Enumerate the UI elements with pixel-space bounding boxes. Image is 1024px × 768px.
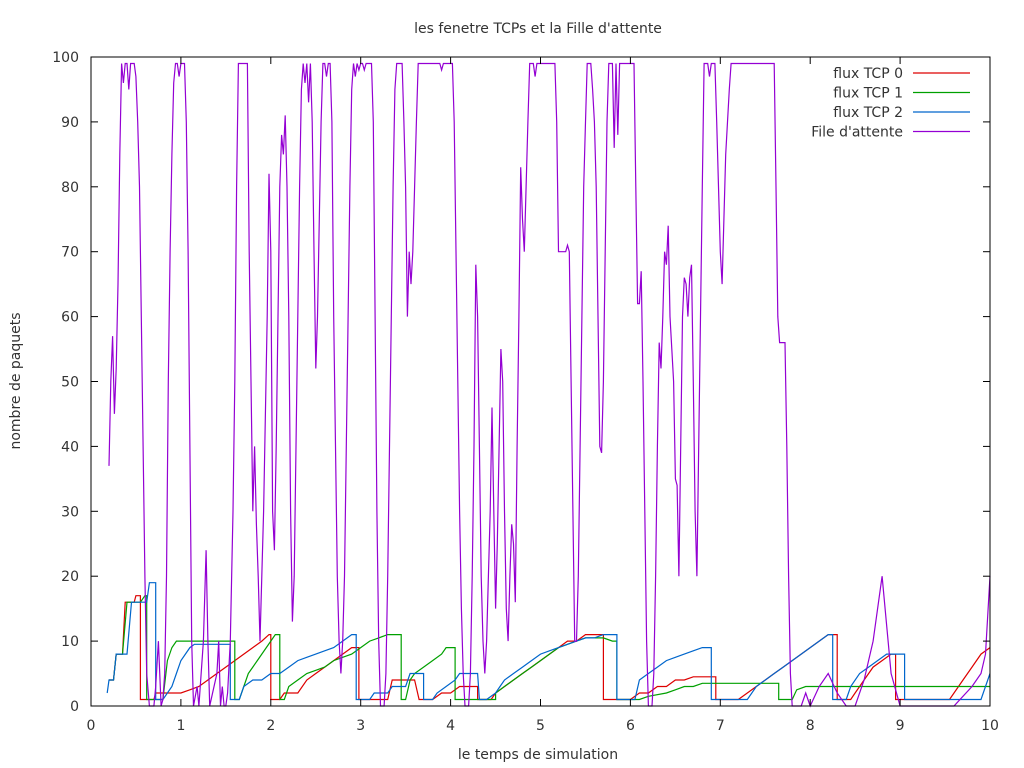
series-layer	[106, 62, 991, 708]
x-tick-label: 4	[446, 718, 455, 734]
y-tick-label: 10	[61, 634, 79, 650]
plot-frame	[90, 56, 991, 707]
x-tick-label: 2	[266, 718, 275, 734]
x-tick-label: 10	[981, 718, 999, 734]
y-tick-label: 30	[61, 504, 79, 520]
series-line-1	[109, 595, 990, 701]
y-axis-title: nombre de paquets	[8, 312, 24, 449]
x-tick-label: 9	[896, 718, 905, 734]
y-tick-label: 60	[61, 310, 79, 326]
series-line-2	[106, 582, 991, 701]
y-tick-label: 80	[61, 180, 79, 196]
x-tick-label: 5	[536, 718, 545, 734]
y-tick-label: 100	[52, 50, 79, 66]
x-tick-label: 1	[176, 718, 185, 734]
chart-title: les fenetre TCPs et la Fille d'attente	[414, 21, 662, 37]
y-tick-label: 20	[61, 569, 79, 585]
legend-label-2: flux TCP 2	[833, 105, 903, 121]
legend-label-0: flux TCP 0	[833, 66, 903, 82]
y-tick-label: 50	[61, 375, 79, 391]
series-line-0	[109, 595, 991, 701]
y-tick-label: 90	[61, 115, 79, 131]
legend-label-3: File d'attente	[811, 125, 903, 141]
x-axis-title: le temps de simulation	[458, 747, 618, 763]
x-tick-label: 3	[356, 718, 365, 734]
x-tick-label: 0	[87, 718, 96, 734]
legend: flux TCP 0 flux TCP 1 flux TCP 2 File d'att…	[811, 66, 970, 141]
x-tick-label: 8	[806, 718, 815, 734]
legend-label-1: flux TCP 1	[833, 86, 903, 102]
series-line-3	[108, 62, 991, 708]
y-tick-label: 0	[70, 699, 79, 715]
x-tick-label: 7	[716, 718, 725, 734]
y-tick-label: 40	[61, 439, 79, 455]
x-tick-label: 6	[626, 718, 635, 734]
y-tick-label: 70	[61, 245, 79, 261]
